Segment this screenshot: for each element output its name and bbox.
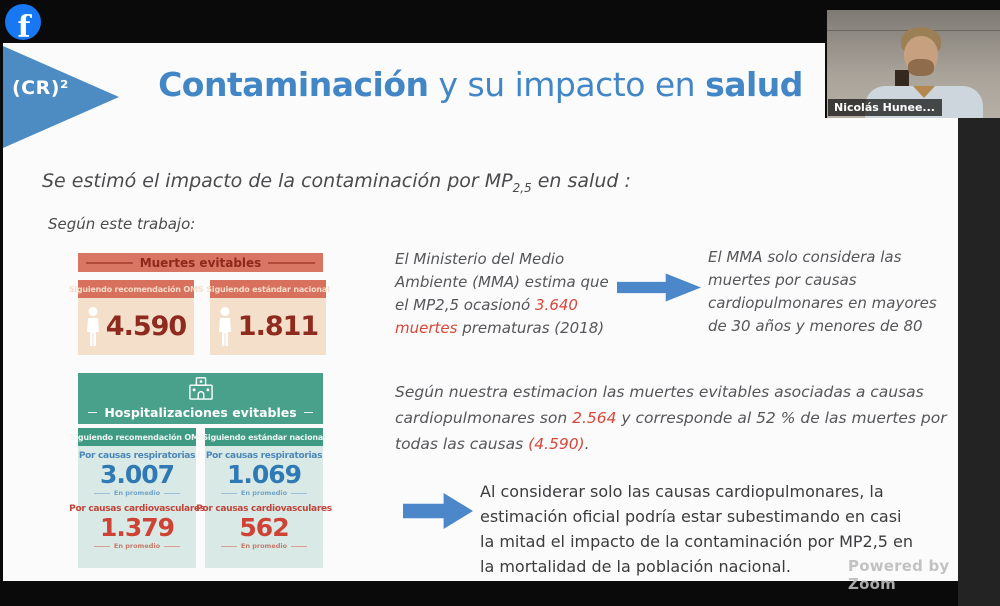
resp-value: 1.069 xyxy=(226,460,302,489)
estimation-highlight-1: 2.564 xyxy=(572,409,617,427)
conclusion-statement: Al considerar solo las causas cardiopulm… xyxy=(480,482,914,576)
estimation-statement: Según nuestra estimacion las muertes evi… xyxy=(395,379,967,457)
presentation-slide: (CR)² Contaminación y su impacto en salu… xyxy=(3,43,958,581)
resp-label: Por causas respiratorias xyxy=(205,451,323,461)
avg-note-text: En promedio xyxy=(113,542,161,550)
divider xyxy=(93,545,110,547)
cardio-label: Por causas cardiovasculares xyxy=(69,504,205,514)
intro-post: en salud : xyxy=(531,170,631,192)
deaths-card-national: Siguiendo estándar nacional 1.811 xyxy=(206,280,330,355)
arrow-right-icon xyxy=(403,493,473,529)
avg-note-text: En promedio xyxy=(240,542,288,550)
meeting-background-panel xyxy=(958,118,1000,606)
deaths-panel-header: Muertes evitables xyxy=(78,253,323,272)
divider xyxy=(291,492,308,494)
divider xyxy=(88,411,98,414)
divider xyxy=(86,261,133,264)
estimation-text-3: . xyxy=(584,435,590,453)
deaths-value-national: 1.811 xyxy=(237,311,319,342)
hosp-card-national-body: Por causas respiratorias 1.069 En promed… xyxy=(196,446,332,568)
deaths-card-oms-body: 4.590 xyxy=(78,298,194,355)
avg-note-text: En promedio xyxy=(113,489,161,497)
slide-title: Contaminación y su impacto en salud xyxy=(3,65,958,104)
mma-note: El MMA solo considera las muertes por ca… xyxy=(708,248,937,335)
divider xyxy=(93,492,110,494)
hospitalizations-panel-title: Hospitalizaciones evitables xyxy=(104,405,297,420)
intro-pre: Se estimó el impacto de la contaminación… xyxy=(42,170,513,192)
facebook-icon[interactable]: f xyxy=(5,4,41,45)
cardio-value: 1.379 xyxy=(99,513,175,542)
intro-subscript: 2,5 xyxy=(512,181,532,195)
resp-label: Por causas respiratorias xyxy=(78,451,196,461)
avg-note-text: En promedio xyxy=(240,489,288,497)
facebook-f-glyph: f xyxy=(17,10,31,45)
hospital-icon xyxy=(187,376,215,404)
deaths-panel-title: Muertes evitables xyxy=(139,255,262,270)
divider xyxy=(220,545,237,547)
hosp-card-national: Siguiendo estándar nacional Por causas r… xyxy=(196,428,332,568)
avg-note: En promedio xyxy=(220,489,308,497)
divider xyxy=(303,411,313,414)
estimation-text-2: y corresponde al 52 % de las muertes por… xyxy=(395,409,947,453)
divider xyxy=(220,492,237,494)
hospitalizations-title-row: Hospitalizaciones evitables xyxy=(78,405,323,420)
intro-subline: Según este trabajo: xyxy=(48,215,196,233)
hosp-card-oms: Siguiendo recomendación OMS Por causas r… xyxy=(69,428,205,568)
mma-statement: El Ministerio del Medio Ambiente (MMA) e… xyxy=(395,248,623,340)
mma-text-2: prematuras (2018) xyxy=(457,319,605,337)
cr2-logo-text: (CR)² xyxy=(12,77,69,99)
title-bold-1: Contaminación xyxy=(158,65,429,104)
person-icon xyxy=(218,306,232,347)
participant-beard xyxy=(908,59,934,76)
deaths-card-national-header: Siguiendo estándar nacional xyxy=(206,280,330,298)
deaths-value-oms: 4.590 xyxy=(105,311,187,342)
cardio-value: 562 xyxy=(239,513,289,542)
hosp-card-oms-body: Por causas respiratorias 3.007 En promed… xyxy=(69,446,205,568)
person-icon xyxy=(86,306,100,347)
avg-note: En promedio xyxy=(93,542,181,550)
arrow-right-icon xyxy=(617,273,701,302)
mma-highlight: 3.640 muertes xyxy=(395,296,578,337)
divider xyxy=(164,545,181,547)
participant-video-tile[interactable]: Nicolás Hunee... xyxy=(825,10,1000,118)
title-bold-2: salud xyxy=(705,65,803,104)
estimation-highlight-2: (4.590) xyxy=(528,435,585,453)
resp-value: 3.007 xyxy=(99,460,175,489)
hosp-card-oms-header: Siguiendo recomendación OMS xyxy=(70,428,204,446)
estimation-text-1: Según nuestra estimacion las muertes evi… xyxy=(395,383,924,427)
powered-by-zoom-watermark: Powered by Zoom xyxy=(848,557,950,593)
divider xyxy=(291,545,308,547)
cr2-logo: (CR)² xyxy=(3,46,119,148)
deaths-card-oms-header: Siguiendo recomendación OMS xyxy=(69,280,203,298)
cardio-label: Por causas cardiovasculares xyxy=(196,504,332,514)
hosp-card-national-header: Siguiendo estándar nacional xyxy=(202,428,326,446)
deaths-card-national-body: 1.811 xyxy=(210,298,326,355)
mma-text-1: El Ministerio del Medio Ambiente (MMA) e… xyxy=(395,250,609,314)
hospitalizations-panel-header: Hospitalizaciones evitables xyxy=(78,373,323,424)
avg-note: En promedio xyxy=(220,542,308,550)
avg-note: En promedio xyxy=(93,489,181,497)
deaths-card-oms: Siguiendo recomendación OMS 4.590 xyxy=(69,280,203,355)
divider xyxy=(164,492,181,494)
intro-statement: Se estimó el impacto de la contaminación… xyxy=(42,170,631,195)
divider xyxy=(268,261,316,264)
title-middle: y su impacto en xyxy=(428,65,706,104)
participant-name-label: Nicolás Hunee... xyxy=(828,99,942,116)
